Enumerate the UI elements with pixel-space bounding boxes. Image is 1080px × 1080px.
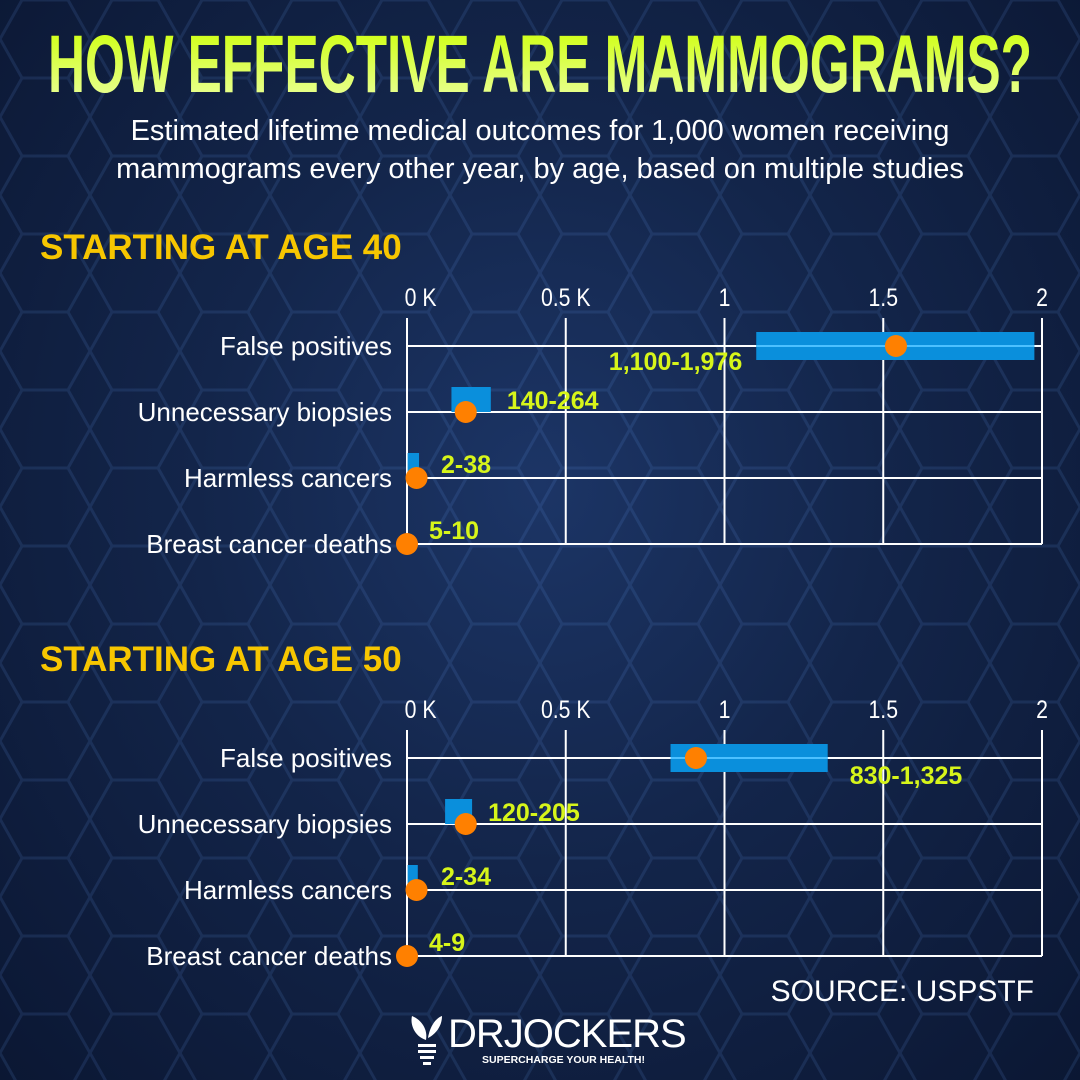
x-tick-label: 2: [1036, 283, 1048, 311]
range-bar: [407, 865, 418, 890]
range-bar: [407, 453, 420, 478]
range-data-label: 140-264: [507, 387, 599, 415]
range-data-label: 5-10: [429, 517, 479, 545]
x-tick-label: 1.5: [868, 283, 898, 311]
point-estimate-dot: [454, 813, 477, 835]
category-label: Harmless cancers: [184, 463, 392, 493]
page-title: HOW EFFECTIVE ARE MAMMOGRAMS?: [48, 19, 1032, 108]
point-estimate-dot: [396, 945, 418, 967]
category-label: Harmless cancers: [184, 875, 392, 905]
subtitle-line: Estimated lifetime medical outcomes for …: [130, 115, 950, 147]
section-title-age-40: STARTING AT AGE 40: [40, 228, 402, 267]
x-tick-label: 1: [719, 283, 731, 311]
svg-text:HOW EFFECTIVE ARE MAMMOGRAMS?: HOW EFFECTIVE ARE MAMMOGRAMS?: [48, 19, 1032, 108]
category-label: Unnecessary biopsies: [138, 397, 392, 427]
logo: DRJOCKERS SUPERCHARGE YOUR HEALTH!: [408, 1012, 687, 1070]
range-data-label: 2-38: [441, 451, 491, 479]
leaf-logo-icon: [411, 1016, 442, 1065]
point-estimate-dot: [405, 879, 428, 901]
range-data-label: 2-34: [441, 863, 491, 891]
category-label: False positives: [220, 331, 392, 361]
chart-age-50: 0 K 0.5 K 1 1.5 2 False positives 830-1,325 Unn…: [138, 695, 1048, 971]
chart-age-40: 0 K 0.5 K 1 1.5 2 False positives 1,100-1,976 U…: [138, 283, 1048, 559]
category-label: Breast cancer deaths: [146, 529, 392, 559]
range-data-label: 120-205: [488, 799, 580, 827]
x-tick-label: 1: [719, 695, 731, 723]
subtitle-line: mammograms every other year, by age, bas…: [116, 153, 964, 185]
point-estimate-dot: [684, 747, 707, 769]
category-label: Breast cancer deaths: [146, 941, 392, 971]
range-data-label: 830-1,325: [850, 762, 963, 790]
point-estimate-dot: [884, 335, 907, 357]
category-label: Unnecessary biopsies: [138, 809, 392, 839]
logo-wordmark: DRJOCKERS: [448, 1012, 687, 1056]
x-tick-label: 0 K: [405, 283, 437, 311]
subtitle: Estimated lifetime medical outcomes for …: [0, 112, 1080, 188]
point-estimate-dot: [396, 533, 418, 555]
x-tick-label: 0 K: [405, 695, 437, 723]
x-tick-label: 1.5: [868, 695, 898, 723]
range-data-label: 1,100-1,976: [609, 348, 742, 376]
source-note: SOURCE: USPSTF: [770, 975, 1034, 1008]
point-estimate-dot: [405, 467, 428, 489]
logo-tagline: SUPERCHARGE YOUR HEALTH!: [482, 1054, 645, 1066]
x-tick-label: 0.5 K: [541, 695, 591, 723]
range-data-label: 4-9: [429, 929, 465, 957]
x-tick-label: 0.5 K: [541, 283, 591, 311]
category-label: False positives: [220, 743, 392, 773]
section-title-age-50: STARTING AT AGE 50: [40, 640, 402, 679]
point-estimate-dot: [454, 401, 477, 423]
x-tick-label: 2: [1036, 695, 1048, 723]
